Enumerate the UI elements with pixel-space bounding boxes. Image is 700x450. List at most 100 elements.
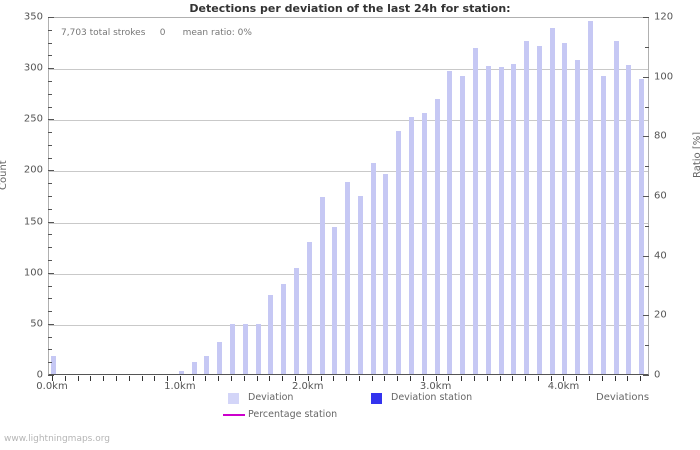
- legend-swatch-deviation: [228, 393, 239, 404]
- y-tick-major-left: [48, 119, 54, 121]
- x-tick: [103, 376, 105, 381]
- legend-label-deviation-station: Deviation station: [391, 392, 473, 403]
- bar: [178, 370, 184, 374]
- x-tick: [231, 376, 233, 381]
- y-tick-label-left: 0: [36, 369, 43, 381]
- y-tick-minor-left: [48, 259, 52, 261]
- x-tick: [307, 376, 309, 381]
- x-tick: [154, 376, 156, 381]
- plot-area: 7,703 total strokes 0 mean ratio: 0%: [48, 17, 649, 375]
- x-tick: [218, 376, 220, 381]
- bar: [562, 42, 568, 374]
- x-tick: [333, 376, 335, 381]
- bar: [626, 65, 632, 374]
- bar: [268, 295, 274, 374]
- y-tick-major-right: [643, 375, 649, 376]
- y-tick-label-right: 60: [654, 190, 667, 202]
- x-tick: [371, 376, 373, 381]
- x-tick: [435, 376, 437, 381]
- bar: [613, 40, 619, 374]
- bar: [191, 361, 197, 374]
- bar: [472, 47, 478, 374]
- y-tick-minor-left: [48, 144, 52, 146]
- bar: [319, 197, 325, 374]
- bar: [409, 117, 415, 374]
- bar: [511, 64, 517, 374]
- x-tick: [397, 376, 399, 381]
- bar: [293, 267, 299, 374]
- x-tick: [537, 376, 539, 381]
- x-tick: [461, 376, 463, 381]
- x-tick: [179, 376, 181, 381]
- x-tick-label: 0.0km: [36, 381, 68, 392]
- y-tick-label-left: 200: [23, 164, 43, 176]
- bar: [370, 163, 376, 374]
- x-tick: [90, 376, 92, 381]
- y-tick-major-left: [48, 17, 54, 18]
- y-tick-label-left: 50: [30, 318, 43, 330]
- x-tick: [52, 376, 53, 381]
- legend-line-percentage-station: [223, 414, 245, 416]
- y-tick-minor-left: [48, 349, 52, 351]
- y-tick-minor-right: [645, 285, 649, 287]
- y-tick-minor-left: [48, 196, 52, 197]
- bar: [383, 173, 389, 374]
- legend-label-deviation: Deviation: [248, 392, 294, 403]
- y-tick-minor-left: [48, 55, 52, 57]
- y-tick-minor-left: [48, 157, 52, 159]
- bar: [447, 71, 453, 374]
- y-tick-minor-left: [48, 132, 52, 134]
- x-tick-label: 4.0km: [547, 381, 580, 392]
- y-tick-major-right: [643, 315, 649, 317]
- y-tick-major-right: [643, 196, 649, 197]
- y-tick-major-left: [48, 221, 54, 223]
- x-tick: [346, 376, 348, 381]
- x-tick: [77, 376, 79, 381]
- y-tick-minor-left: [48, 234, 52, 236]
- x-tick: [627, 376, 629, 381]
- x-tick-label: 3.0km: [419, 381, 452, 392]
- x-tick: [128, 376, 130, 381]
- y-tick-minor-left: [48, 42, 52, 44]
- x-tick: [141, 376, 143, 381]
- y-tick-major-right: [643, 255, 649, 257]
- bar: [421, 113, 427, 374]
- chart-annotation: 7,703 total strokes 0 mean ratio: 0%: [61, 28, 252, 38]
- bar: [332, 226, 338, 374]
- y-tick-major-left: [48, 272, 54, 274]
- bar: [536, 45, 542, 374]
- bar: [524, 40, 530, 374]
- bar: [485, 66, 491, 374]
- y-tick-minor-left: [48, 183, 52, 185]
- bar: [242, 323, 248, 374]
- y-tick-major-left: [48, 170, 54, 172]
- y-tick-label-right: 80: [654, 130, 667, 142]
- chart-legend: Deviation Deviation station Percentage s…: [0, 390, 700, 426]
- y-tick-minor-left: [48, 80, 52, 82]
- x-tick: [167, 376, 169, 381]
- bar: [217, 342, 223, 374]
- y-tick-major-left: [48, 68, 54, 70]
- y-tick-minor-right: [645, 225, 649, 227]
- y-axis-left-title: Count: [0, 160, 9, 190]
- y-tick-minor-left: [48, 311, 52, 313]
- y-tick-label-right: 20: [654, 309, 667, 321]
- legend-label-percentage-station: Percentage station: [248, 409, 338, 420]
- x-tick: [320, 376, 322, 381]
- y-axis-right-title: Ratio [%]: [692, 131, 700, 178]
- chart-title: Detections per deviation of the last 24h…: [189, 2, 511, 15]
- x-tick: [256, 376, 258, 381]
- y-tick-label-left: 300: [23, 62, 43, 74]
- bar: [396, 130, 402, 374]
- x-tick: [499, 376, 501, 381]
- y-tick-label-right: 40: [654, 250, 667, 262]
- y-tick-major-right: [643, 76, 649, 78]
- y-tick-label-left: 150: [23, 216, 43, 228]
- bar: [51, 355, 56, 374]
- bar: [204, 355, 210, 374]
- y-tick-label-left: 350: [23, 11, 43, 23]
- y-tick-major-left: [48, 323, 54, 325]
- x-tick: [448, 376, 450, 381]
- x-tick: [614, 376, 616, 381]
